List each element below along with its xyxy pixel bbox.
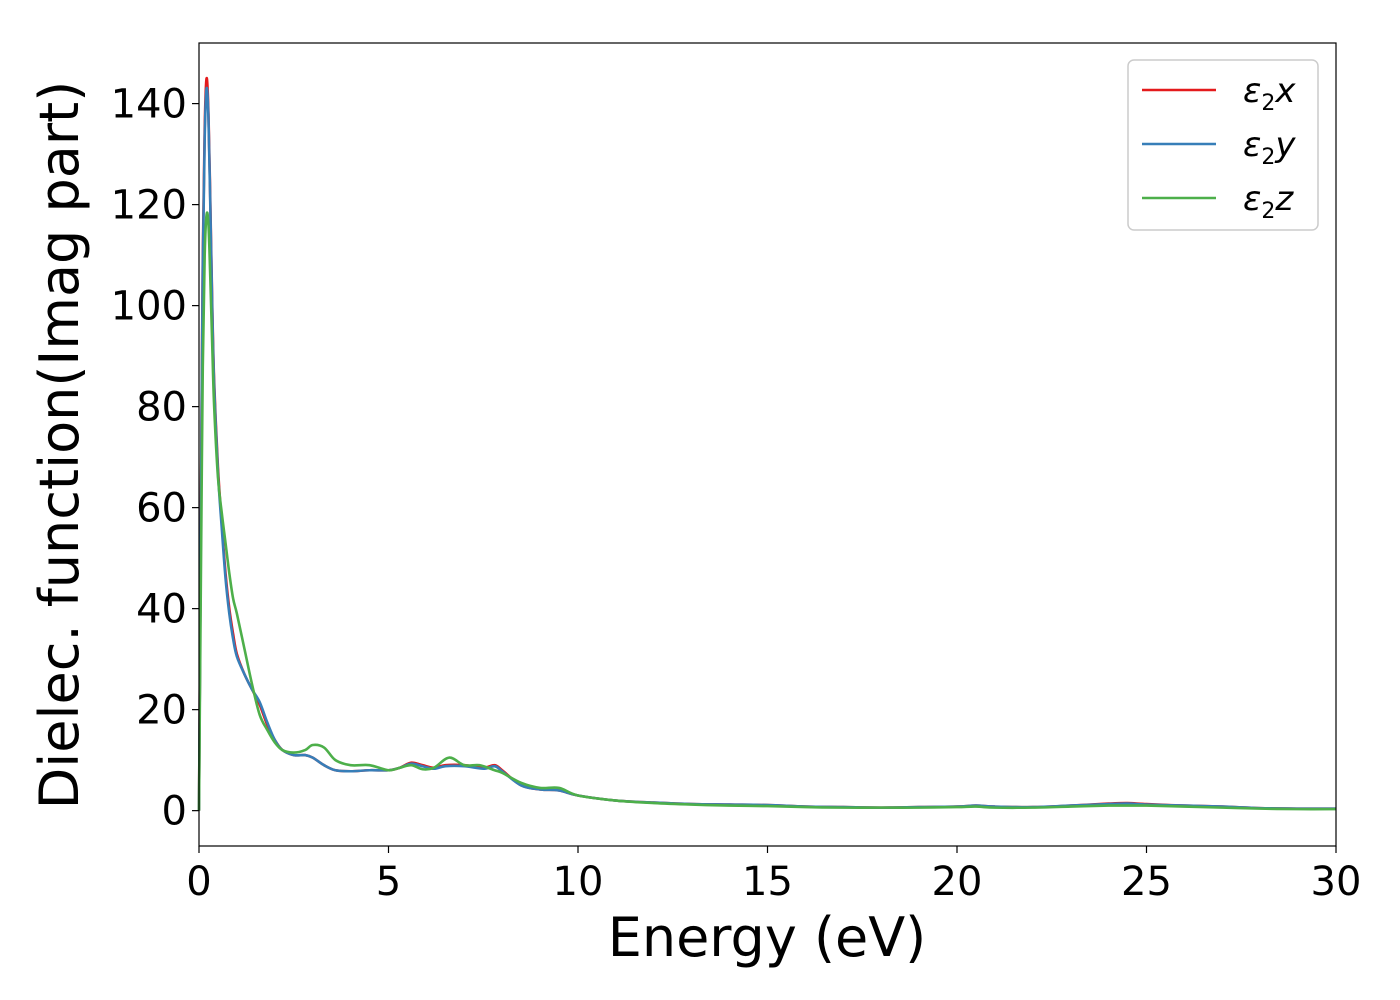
y-tick-label: 40 <box>136 587 187 633</box>
legend-frame <box>1127 59 1319 231</box>
y-axis-ticks: 0 20 40 60 80 100 120 140 <box>111 82 199 835</box>
x-axis-ticks: 0 5 10 15 20 25 30 <box>186 846 1361 905</box>
x-tick-label: 30 <box>1311 859 1362 905</box>
x-tick-label: 25 <box>1121 859 1172 905</box>
series-layer <box>197 76 1337 811</box>
x-tick-label: 5 <box>376 859 401 905</box>
legend-label-x: ε2x <box>1243 71 1296 116</box>
series-line-z <box>197 211 1337 811</box>
x-tick-label: 20 <box>932 859 983 905</box>
legend-label-y: ε2y <box>1243 125 1296 170</box>
x-tick-label: 10 <box>553 859 604 905</box>
legend: ε2x ε2y ε2z <box>1127 59 1319 231</box>
x-axis-title: Energy (eV) <box>608 906 927 969</box>
y-tick-label: 140 <box>111 82 187 128</box>
y-tick-label: 0 <box>162 789 187 835</box>
y-tick-label: 120 <box>111 183 187 229</box>
y-tick-label: 80 <box>136 385 187 431</box>
y-tick-label: 100 <box>111 284 187 330</box>
x-tick-label: 15 <box>742 859 793 905</box>
x-tick-label: 0 <box>186 859 211 905</box>
y-tick-label: 60 <box>136 486 187 532</box>
legend-label-z: ε2z <box>1243 179 1294 224</box>
y-tick-label: 20 <box>136 688 187 734</box>
y-axis-title: Dielec. function(Imag part) <box>28 81 91 810</box>
